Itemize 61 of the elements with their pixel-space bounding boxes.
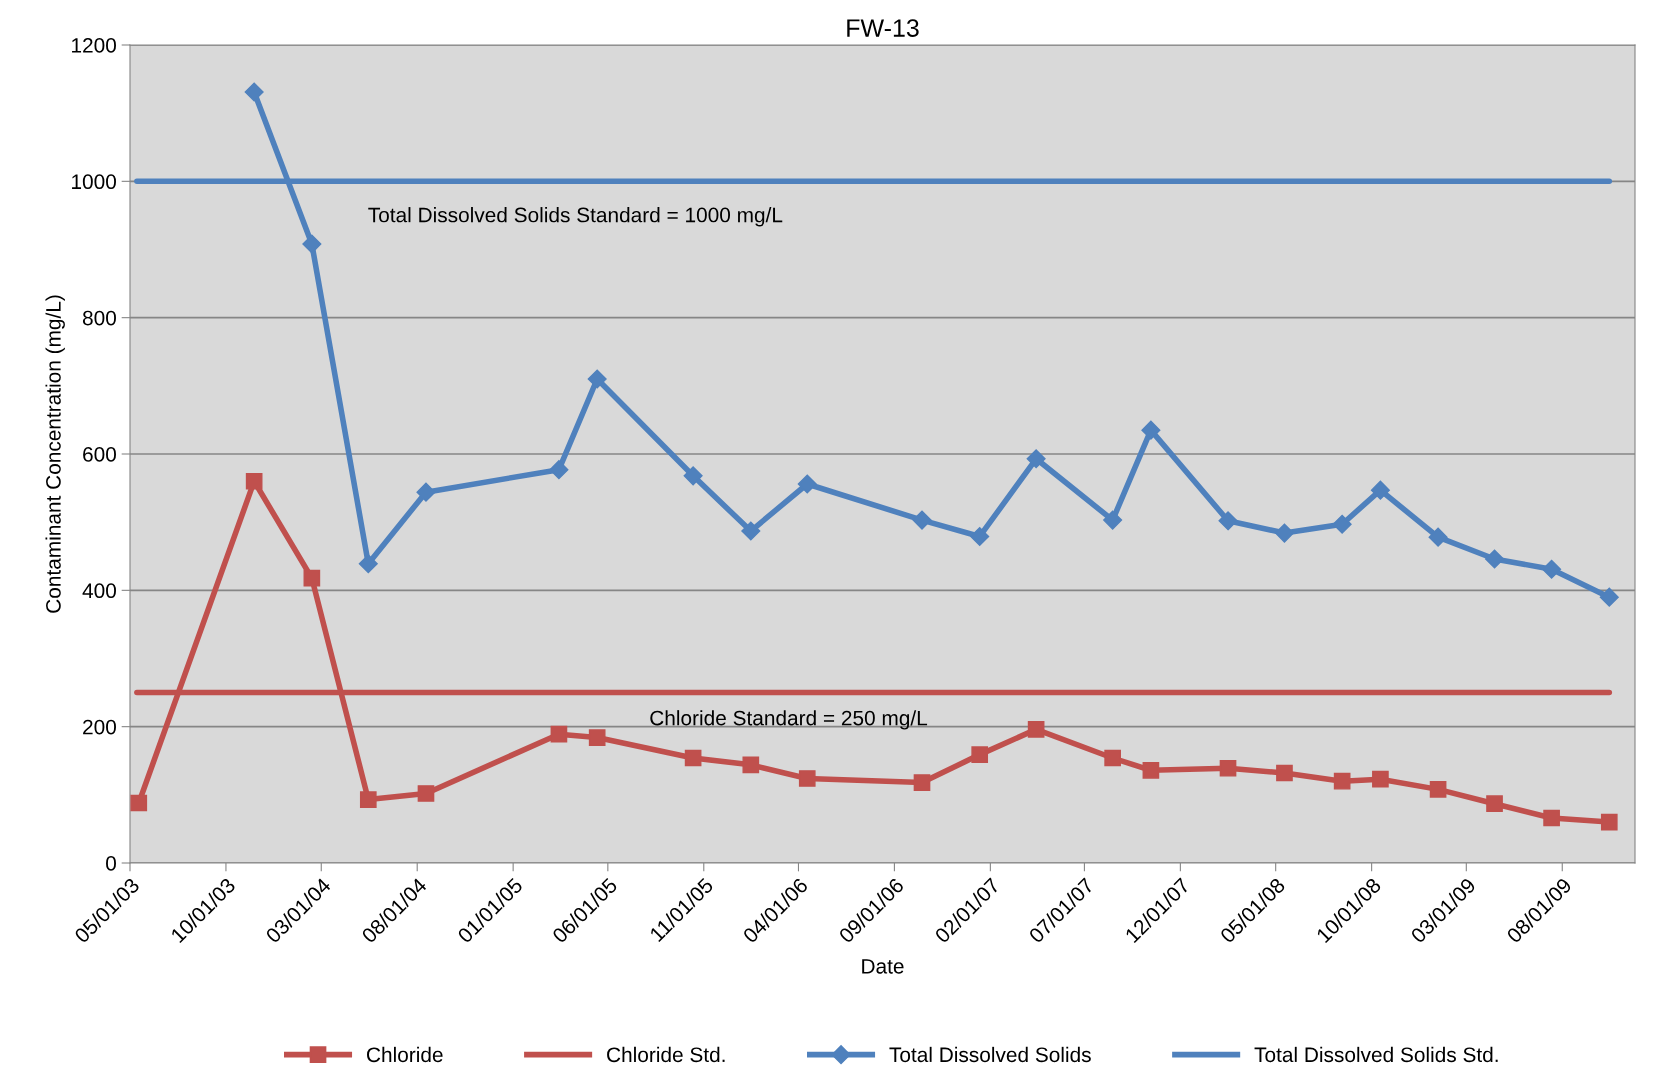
point: [130, 794, 148, 812]
point: [797, 474, 817, 494]
point: [303, 569, 321, 587]
point: [550, 725, 568, 743]
point: [1142, 761, 1160, 779]
y-tick-label: 600: [83, 447, 116, 462]
point: [1104, 749, 1121, 767]
point: [359, 791, 377, 808]
point: [798, 770, 816, 787]
legend-label: Total Dissolved Solids: [889, 1046, 1091, 1063]
point: [1026, 449, 1046, 469]
point: [1600, 813, 1618, 831]
y-tick-label: 200: [83, 719, 116, 735]
point: [970, 526, 990, 547]
point: [1219, 759, 1237, 777]
point: [587, 369, 607, 389]
y-axis-title: Contaminant Concentration (mg/L): [45, 295, 65, 613]
point: [358, 554, 378, 574]
point: [1218, 511, 1238, 531]
chart-title: FW-13: [847, 19, 919, 37]
point: [1428, 527, 1448, 547]
y-tick-label: 800: [82, 310, 116, 326]
y-tick-label: 1000: [72, 174, 116, 190]
point: [913, 774, 931, 791]
point: [245, 472, 263, 490]
point: [1599, 587, 1619, 607]
point: [1276, 764, 1293, 782]
point: [1370, 480, 1390, 500]
point: [1332, 514, 1352, 534]
point: [1027, 721, 1045, 738]
point: [1141, 420, 1161, 440]
point: [302, 234, 322, 254]
point: [1429, 781, 1447, 798]
legend-label: Chloride: [367, 1046, 443, 1063]
point: [588, 729, 606, 746]
point: [549, 460, 569, 480]
y-tick-label: 400: [82, 583, 116, 599]
point: [684, 749, 702, 767]
point: [1333, 772, 1351, 790]
y-tick-label: 1200: [72, 38, 116, 53]
point: [1372, 770, 1389, 788]
legend-label: Chloride Std.: [607, 1046, 725, 1063]
point: [417, 785, 435, 802]
point: [244, 82, 264, 102]
annotation: Chloride Standard = 250 mg/L: [650, 710, 928, 730]
point: [912, 510, 932, 530]
y-tick-label: 0: [106, 856, 116, 871]
point: [683, 466, 703, 486]
point: [1486, 795, 1503, 813]
annotation: Total Dissolved Solids Standard = 1000 mg/L: [368, 207, 783, 227]
point: [741, 521, 761, 541]
point: [971, 746, 989, 763]
point: [1542, 559, 1562, 579]
legend-label: Total Dissolved Solids Std.: [1254, 1046, 1498, 1063]
point: [1274, 523, 1294, 543]
point: [1543, 809, 1560, 827]
point: [1103, 510, 1123, 530]
point: [1484, 549, 1505, 569]
point: [742, 756, 760, 774]
point: [416, 482, 436, 502]
x-axis-title: Date: [862, 959, 904, 974]
